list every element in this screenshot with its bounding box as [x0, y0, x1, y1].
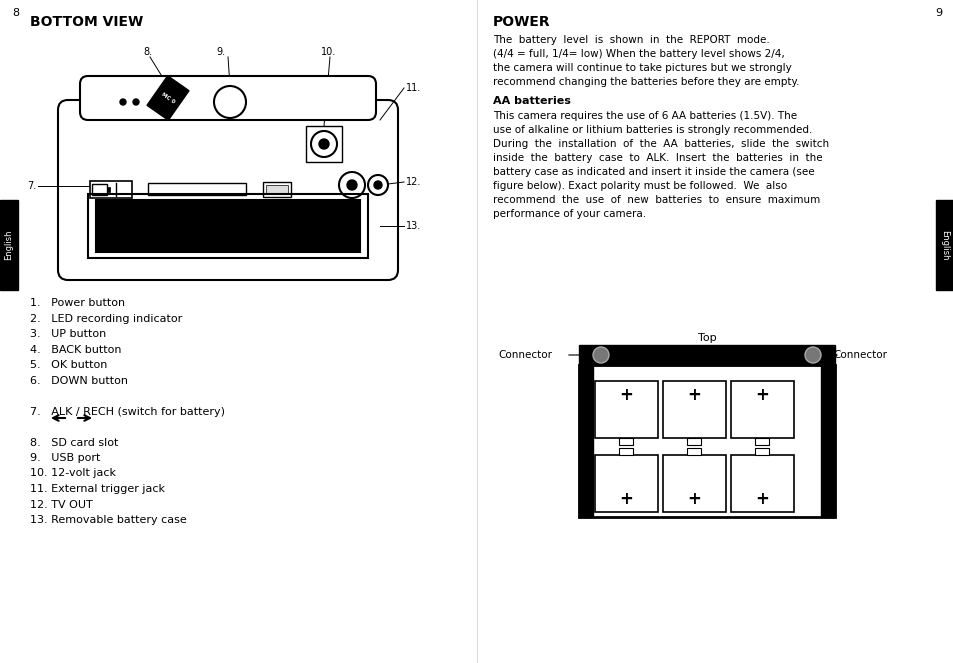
Circle shape — [311, 131, 336, 157]
Bar — [88, 194, 368, 258]
Bar — [578, 365, 834, 517]
Text: +: + — [687, 386, 700, 404]
Text: Top: Top — [697, 333, 716, 343]
Bar — [821, 365, 834, 517]
Text: 7.: 7. — [27, 181, 36, 191]
FancyBboxPatch shape — [80, 76, 375, 120]
Bar — [595, 455, 658, 512]
Text: 13. Removable battery case: 13. Removable battery case — [30, 515, 187, 525]
Text: +: + — [755, 386, 769, 404]
Text: 8.   SD card slot: 8. SD card slot — [30, 438, 118, 448]
Text: 13.: 13. — [406, 221, 421, 231]
Bar — [90, 181, 132, 198]
Text: AA batteries: AA batteries — [493, 96, 570, 106]
Text: figure below). Exact polarity must be followed.  We  also: figure below). Exact polarity must be fo… — [493, 181, 786, 191]
Text: 8: 8 — [12, 8, 19, 18]
Text: POWER: POWER — [493, 15, 550, 29]
Text: the camera will continue to take pictures but we strongly: the camera will continue to take picture… — [493, 63, 791, 73]
Text: The  battery  level  is  shown  in  the  REPORT  mode.: The battery level is shown in the REPORT… — [493, 35, 769, 45]
Text: 9: 9 — [934, 8, 941, 18]
Text: 1.   Power button: 1. Power button — [30, 298, 125, 308]
Text: 9.   USB port: 9. USB port — [30, 453, 100, 463]
Bar — [687, 438, 700, 445]
Text: 12.: 12. — [406, 177, 421, 187]
Bar — [107, 187, 110, 192]
Text: (4/4 = full, 1/4= low) When the battery level shows 2/4,: (4/4 = full, 1/4= low) When the battery … — [493, 49, 784, 59]
Bar — [595, 381, 658, 438]
Circle shape — [213, 86, 246, 118]
Text: 9.: 9. — [215, 47, 225, 57]
Circle shape — [132, 99, 139, 105]
Text: English: English — [940, 230, 948, 261]
Bar — [266, 185, 288, 194]
Text: English: English — [5, 230, 13, 261]
Circle shape — [593, 347, 608, 363]
Text: 11.: 11. — [406, 83, 421, 93]
Bar — [0, 200, 18, 290]
Bar — [148, 183, 246, 195]
Bar — [755, 438, 769, 445]
Text: 10. 12-volt jack: 10. 12-volt jack — [30, 469, 116, 479]
Text: inside  the  battery  case  to  ALK.  Insert  the  batteries  in  the: inside the battery case to ALK. Insert t… — [493, 153, 821, 163]
Circle shape — [338, 172, 365, 198]
Text: recommend changing the batteries before they are empty.: recommend changing the batteries before … — [493, 77, 799, 87]
Text: +: + — [618, 386, 633, 404]
Text: Connector: Connector — [832, 350, 886, 360]
Circle shape — [120, 99, 126, 105]
Text: 4.   BACK button: 4. BACK button — [30, 345, 121, 355]
Text: use of alkaline or lithium batteries is strongly recommended.: use of alkaline or lithium batteries is … — [493, 125, 812, 135]
Bar — [935, 200, 953, 290]
Text: +: + — [618, 490, 633, 508]
Text: 10.: 10. — [320, 47, 335, 57]
Bar — [730, 381, 793, 438]
Bar — [306, 126, 341, 162]
Bar — [755, 448, 769, 455]
Bar — [662, 381, 725, 438]
Text: 7.   ALK / RECH (switch for battery): 7. ALK / RECH (switch for battery) — [30, 406, 225, 416]
Circle shape — [347, 180, 356, 190]
Circle shape — [804, 347, 821, 363]
Text: recommend  the  use  of  new  batteries  to  ensure  maximum: recommend the use of new batteries to en… — [493, 195, 820, 205]
Circle shape — [318, 139, 329, 149]
Bar — [618, 438, 633, 445]
Text: 8.: 8. — [143, 47, 152, 57]
Bar — [578, 345, 834, 365]
Bar — [578, 365, 593, 517]
Bar — [96, 200, 359, 252]
Bar — [91, 184, 107, 195]
Polygon shape — [147, 76, 189, 120]
Text: 2.   LED recording indicator: 2. LED recording indicator — [30, 314, 182, 324]
Text: performance of your camera.: performance of your camera. — [493, 209, 645, 219]
Text: 12. TV OUT: 12. TV OUT — [30, 499, 92, 509]
Bar — [618, 448, 633, 455]
Text: 11. External trigger jack: 11. External trigger jack — [30, 484, 165, 494]
Bar — [263, 182, 291, 197]
Text: 5.   OK button: 5. OK button — [30, 360, 108, 370]
Text: +: + — [687, 490, 700, 508]
Text: This camera requires the use of 6 AA batteries (1.5V). The: This camera requires the use of 6 AA bat… — [493, 111, 797, 121]
Text: +: + — [755, 490, 769, 508]
Text: During  the  installation  of  the  AA  batteries,  slide  the  switch: During the installation of the AA batter… — [493, 139, 828, 149]
Bar — [662, 455, 725, 512]
Text: 6.   DOWN button: 6. DOWN button — [30, 375, 128, 385]
Text: battery case as indicated and insert it inside the camera (see: battery case as indicated and insert it … — [493, 167, 814, 177]
Circle shape — [374, 181, 381, 189]
Circle shape — [368, 175, 388, 195]
Bar — [687, 448, 700, 455]
FancyBboxPatch shape — [58, 100, 397, 280]
Bar — [730, 455, 793, 512]
Text: MC 0: MC 0 — [160, 91, 175, 104]
Text: BOTTOM VIEW: BOTTOM VIEW — [30, 15, 143, 29]
Text: 3.   UP button: 3. UP button — [30, 329, 106, 339]
Text: Connector: Connector — [497, 350, 552, 360]
